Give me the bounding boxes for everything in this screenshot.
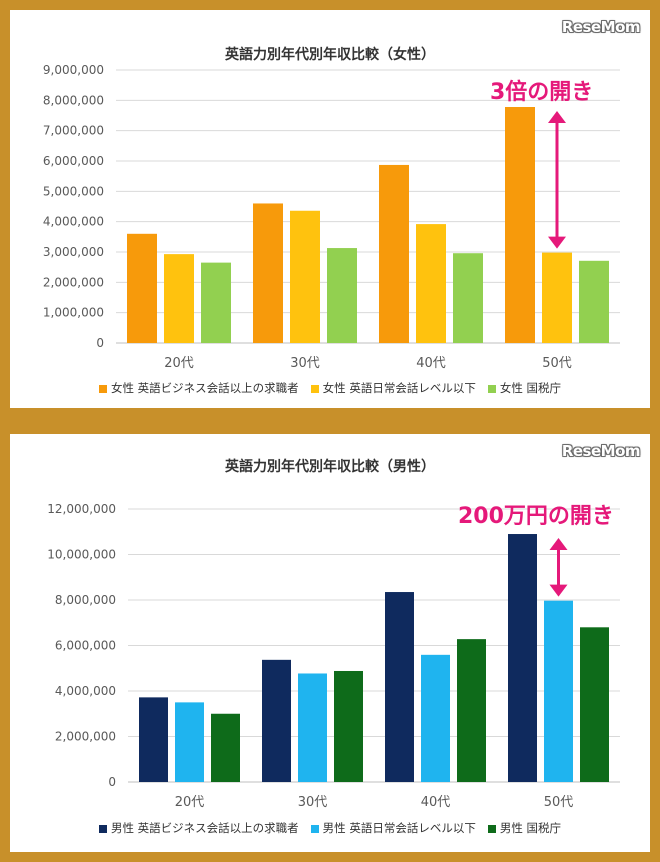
bar-high-english (139, 697, 168, 782)
legend-swatch (99, 824, 108, 833)
legend-swatch (310, 824, 319, 833)
legend-swatch (310, 384, 319, 393)
y-tick-label: 3,000,000 (43, 245, 104, 259)
x-category-label: 20代 (164, 356, 194, 371)
x-category-label: 50代 (544, 795, 574, 810)
legend-label: 女性 英語日常会話レベル以下 (322, 381, 476, 395)
bar-nta-average (201, 262, 231, 343)
gap-arrow-head-up (549, 538, 568, 551)
legend-swatch (487, 824, 496, 833)
x-category-label: 30代 (298, 795, 328, 810)
gap-arrow-head-down (548, 236, 566, 249)
y-tick-label: 8,000,000 (55, 593, 116, 607)
bar-nta-average (334, 670, 363, 782)
y-tick-label: 6,000,000 (55, 639, 116, 653)
bar-low-english (544, 600, 573, 782)
x-category-label: 20代 (175, 795, 205, 810)
y-tick-label: 2,000,000 (55, 730, 116, 744)
y-tick-label: 9,000,000 (43, 63, 104, 77)
resemom-logo: ReseMom (561, 442, 641, 460)
male-chart-title: 英語力別年代別年収比較（男性） (225, 459, 435, 475)
y-tick-label: 4,000,000 (55, 684, 116, 698)
bar-high-english (508, 534, 537, 782)
bar-high-english (253, 203, 283, 343)
bar-nta-average (327, 248, 357, 343)
bar-nta-average (211, 713, 240, 782)
bar-high-english (127, 233, 157, 343)
female-chart-panel: ReseMom 英語力別年代別年収比較（女性） 0 1,000,000 2,000,… (10, 10, 650, 408)
legend-swatch (99, 384, 108, 393)
legend-item: 女性 英語日常会話レベル以下 (310, 380, 476, 396)
female-bar-chart: 0 1,000,000 2,000,000 3,000,000 4,000,000 5,0… (43, 63, 620, 371)
x-category-label: 30代 (290, 356, 320, 371)
bar-low-english (542, 252, 572, 343)
male-chart-legend: 男性 英語ビジネス会話以上の求職者 男性 英語日常会話レベル以下 男性 国税庁 (10, 820, 650, 836)
bar-low-english (290, 210, 320, 343)
y-tick-label: 0 (96, 336, 104, 350)
bar-nta-average (457, 639, 486, 782)
male-gap-annotation: 200万円の開き (458, 504, 614, 529)
bar-high-english (505, 107, 535, 343)
bar-low-english (164, 254, 194, 343)
legend-item: 男性 国税庁 (487, 820, 561, 836)
legend-label: 女性 英語ビジネス会話以上の求職者 (111, 381, 299, 395)
legend-item: 女性 国税庁 (487, 380, 561, 396)
male-bar-chart: 0 2,000,000 4,000,000 6,000,000 8,000,000 10,… (47, 502, 620, 810)
legend-item: 女性 英語ビジネス会話以上の求職者 (99, 380, 299, 396)
y-tick-label: 5,000,000 (43, 184, 104, 198)
female-gap-annotation: 3倍の開き (490, 80, 594, 105)
y-tick-label: 0 (108, 775, 116, 789)
female-chart-title: 英語力別年代別年収比較（女性） (225, 47, 435, 63)
bar-low-english (421, 654, 450, 782)
gap-arrow-head-down (549, 584, 568, 597)
bar-nta-average (579, 260, 609, 343)
y-tick-label: 7,000,000 (43, 124, 104, 138)
legend-label: 男性 英語日常会話レベル以下 (322, 821, 476, 835)
legend-label: 男性 国税庁 (499, 821, 561, 835)
female-chart-legend: 女性 英語ビジネス会話以上の求職者 女性 英語日常会話レベル以下 女性 国税庁 (10, 380, 650, 396)
y-tick-label: 1,000,000 (43, 306, 104, 320)
y-tick-label: 2,000,000 (43, 275, 104, 289)
y-tick-label: 10,000,000 (47, 548, 116, 562)
male-chart-panel: ReseMom 英語力別年代別年収比較（男性） 0 2,000,000 4,000,… (10, 434, 650, 852)
y-tick-label: 4,000,000 (43, 215, 104, 229)
legend-label: 男性 英語ビジネス会話以上の求職者 (111, 821, 299, 835)
resemom-logo: ReseMom (561, 18, 641, 36)
gap-arrow-head-up (548, 111, 566, 124)
legend-swatch (487, 384, 496, 393)
bar-nta-average (453, 253, 483, 343)
bar-low-english (298, 673, 327, 782)
x-category-label: 50代 (542, 356, 572, 371)
x-category-label: 40代 (421, 795, 451, 810)
legend-label: 女性 国税庁 (499, 381, 561, 395)
x-category-label: 40代 (416, 356, 446, 371)
y-tick-label: 6,000,000 (43, 154, 104, 168)
bar-high-english (385, 592, 414, 782)
y-tick-label: 12,000,000 (47, 502, 116, 516)
bar-high-english (379, 164, 409, 343)
legend-item: 男性 英語ビジネス会話以上の求職者 (99, 820, 299, 836)
bar-high-english (262, 659, 291, 782)
bar-nta-average (580, 627, 609, 782)
bar-low-english (416, 224, 446, 343)
legend-item: 男性 英語日常会話レベル以下 (310, 820, 476, 836)
y-tick-label: 8,000,000 (43, 93, 104, 107)
bar-low-english (175, 702, 204, 782)
